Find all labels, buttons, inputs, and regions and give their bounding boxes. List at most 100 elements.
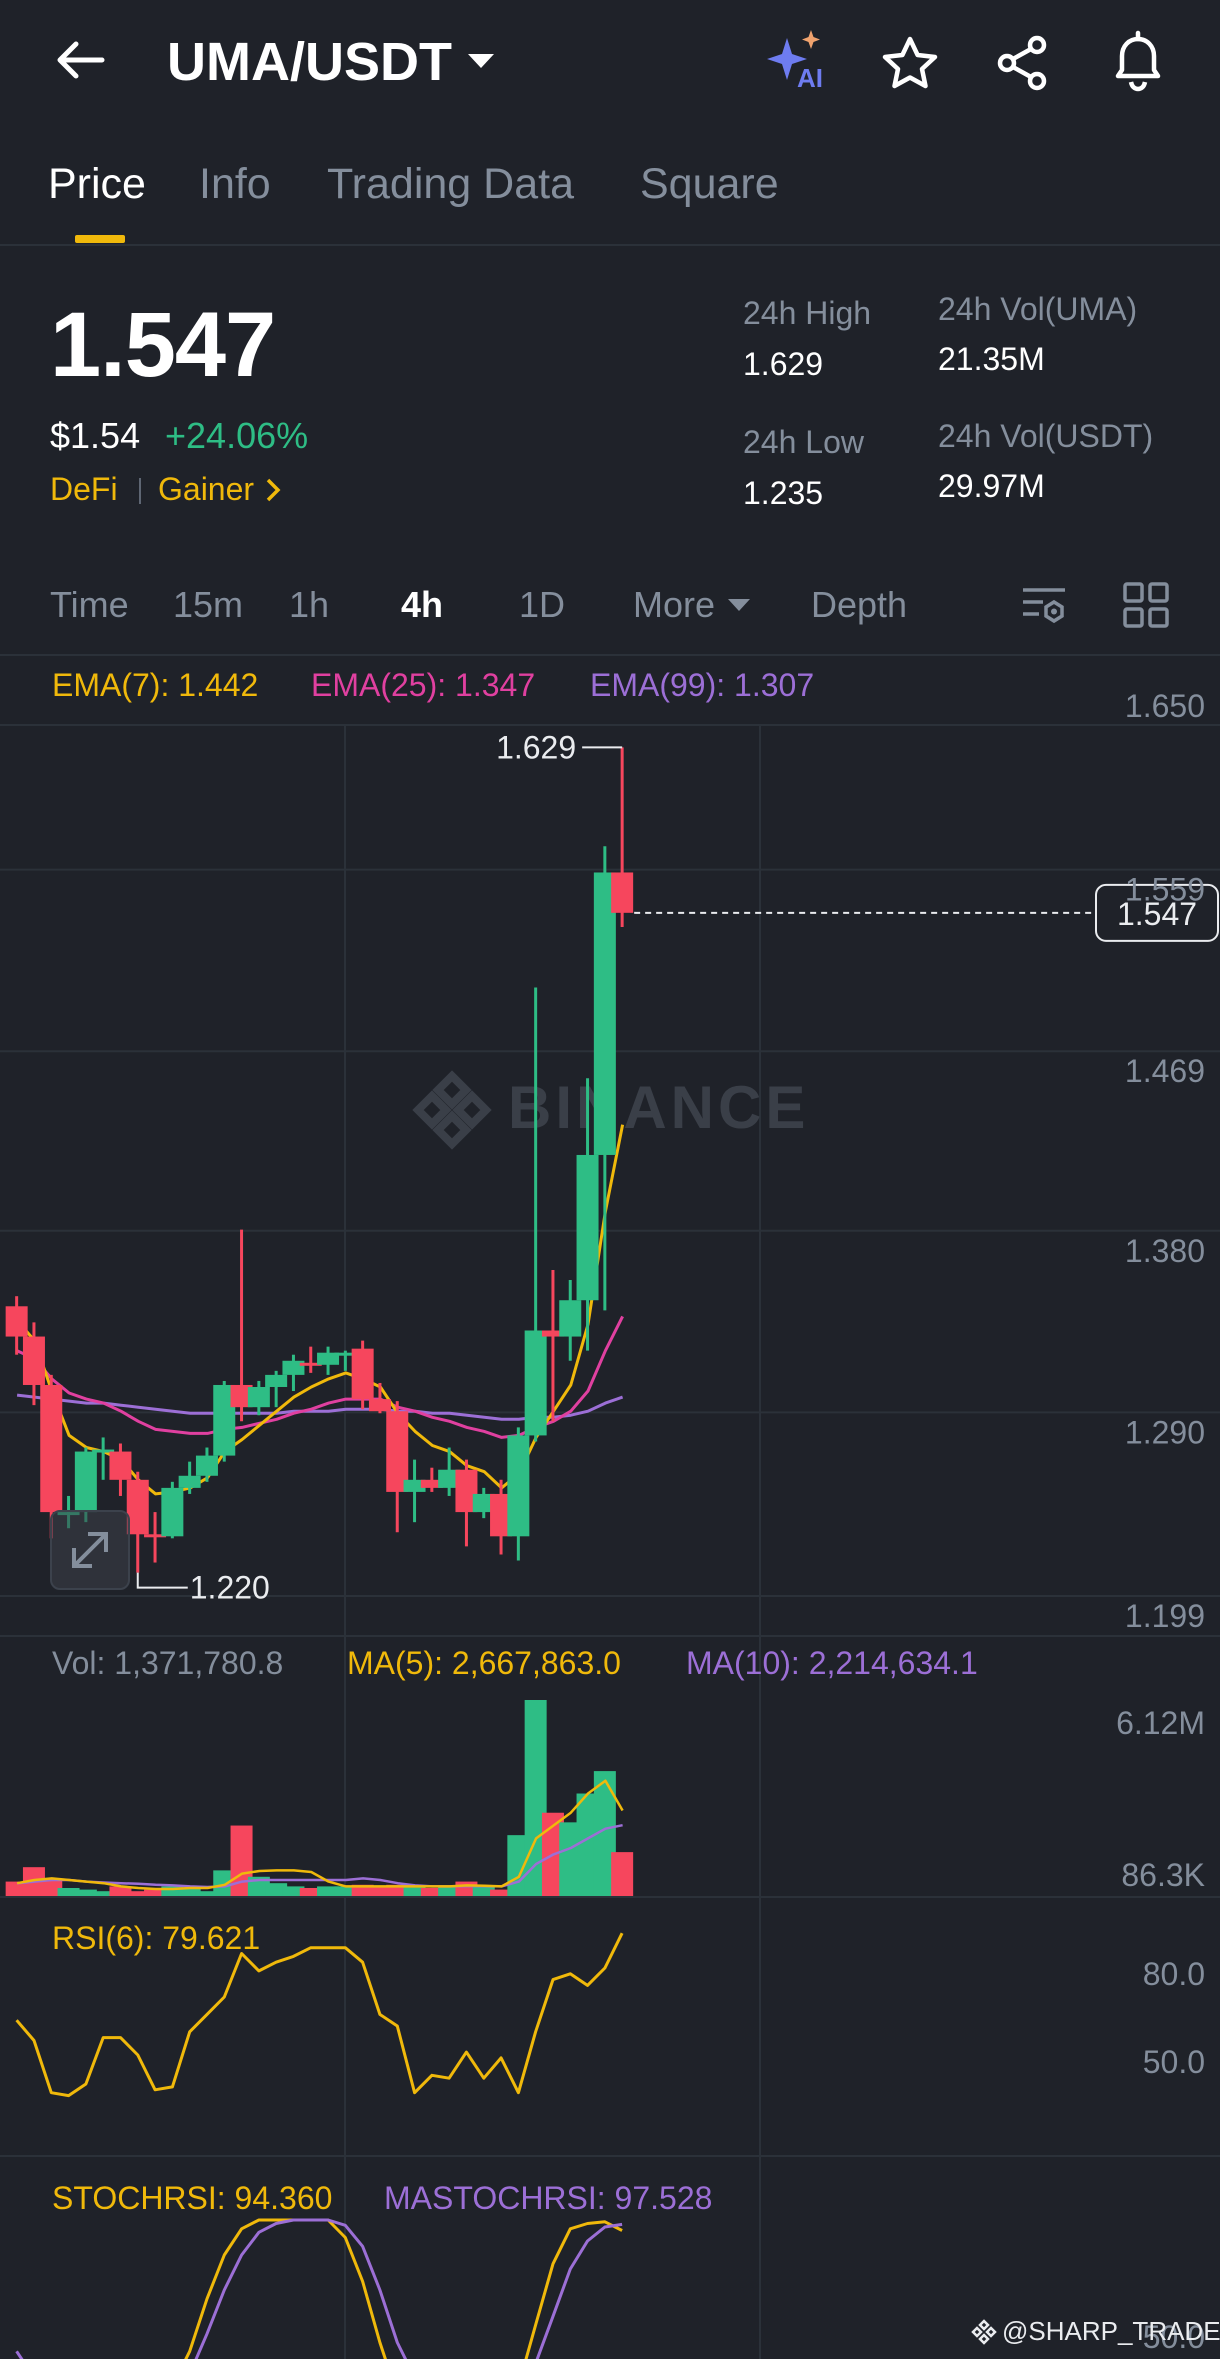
caret-down-icon <box>728 599 751 611</box>
tf-depth[interactable]: Depth <box>811 584 908 625</box>
candle-up <box>161 1487 184 1537</box>
candle-up <box>282 1360 305 1375</box>
volume-bar <box>282 1886 305 1896</box>
last-price: 1.547 <box>50 294 276 396</box>
back-button[interactable] <box>50 35 110 85</box>
rsi-legend: RSI(6): 79.621 <box>52 1920 261 1956</box>
candle-up <box>195 1455 218 1476</box>
usd-price: $1.54 <box>50 415 141 456</box>
volume-bar <box>334 1886 357 1896</box>
candle-down <box>351 1348 374 1400</box>
indicator-settings-button[interactable] <box>1019 580 1069 630</box>
candle-up <box>472 1493 495 1513</box>
candle-down <box>144 1534 167 1538</box>
volume-bar <box>611 1852 634 1896</box>
ai-button[interactable]: AI <box>765 28 833 94</box>
favorite-button[interactable] <box>880 35 940 91</box>
stat-24h-vol-uma-label: 24h Vol(UMA) <box>938 291 1138 327</box>
tag-gainer[interactable]: Gainer <box>158 471 284 508</box>
volume-legend: Vol: 1,371,780.8 <box>52 1645 284 1681</box>
volume-bar <box>161 1886 184 1896</box>
layout-grid-button[interactable] <box>1121 580 1171 630</box>
volume-bar <box>472 1886 495 1896</box>
volume-bar <box>438 1886 461 1896</box>
share-icon <box>997 35 1047 91</box>
ema7-line <box>15 1124 625 1496</box>
tf-more[interactable]: More <box>633 584 753 626</box>
timeframe-divider <box>0 654 1220 656</box>
candle-down <box>611 872 634 913</box>
volume-bar <box>5 1881 28 1896</box>
price-change-pct: +24.06% <box>165 415 309 456</box>
candle-down <box>126 1479 149 1535</box>
tf-1h[interactable]: 1h <box>289 584 330 625</box>
ema-lines <box>15 1124 625 1496</box>
indicator-settings-icon <box>1023 588 1065 624</box>
candle-up <box>265 1374 288 1387</box>
volume-bar <box>178 1887 201 1896</box>
tag-defi[interactable]: DeFi <box>50 471 118 507</box>
rsi-axis-tick: 80.0 <box>1143 1956 1205 1992</box>
tabs-divider <box>0 244 1220 246</box>
stat-24h-high-value: 1.629 <box>743 346 824 382</box>
current-price-tag <box>1095 883 1219 942</box>
tf-1d[interactable]: 1D <box>519 584 566 625</box>
stochrsi-chart <box>15 2218 623 2359</box>
volume-bar <box>213 1870 236 1896</box>
candle-up <box>576 1154 599 1301</box>
star-icon <box>882 36 938 89</box>
ema7-legend: EMA(7): 1.442 <box>52 667 259 703</box>
ema25-legend: EMA(25): 1.347 <box>311 667 536 703</box>
candle-up <box>178 1475 201 1488</box>
candle-up <box>92 1449 115 1453</box>
back-arrow-icon <box>57 41 105 79</box>
pair-title: UMA/USDT <box>167 32 452 92</box>
tab-info[interactable]: Info <box>199 160 271 208</box>
volume-bar <box>559 1822 582 1896</box>
bell-icon <box>1115 30 1161 92</box>
tab-square[interactable]: Square <box>640 160 779 208</box>
binance-small-icon <box>971 2318 997 2345</box>
y-axis-labels: 1.650 1.559 1.469 1.380 1.290 1.199 6.12M 86.3K… <box>1116 688 1205 2355</box>
tag-gainer-label: Gainer <box>158 471 255 507</box>
candle-up <box>247 1386 270 1408</box>
candle-up <box>74 1451 97 1513</box>
stat-24h-vol-usdt-label: 24h Vol(USDT) <box>938 418 1154 454</box>
stat-24h-vol-usdt-value: 29.97M <box>938 468 1045 504</box>
expand-icon <box>72 1532 108 1568</box>
volume-bar <box>126 1891 149 1896</box>
candle-up <box>213 1384 236 1456</box>
ma10-legend: MA(10): 2,214,634.1 <box>686 1645 978 1681</box>
stat-24h-high-label: 24h High <box>743 295 872 331</box>
tf-4h[interactable]: 4h <box>401 584 444 625</box>
stochrsi-legend: STOCHRSI: 94.360 <box>52 2180 333 2216</box>
candle-down <box>109 1451 132 1480</box>
max-price-label: 1.629 <box>496 729 576 765</box>
chart-grid <box>0 724 1220 2359</box>
price-axis-tick: 1.380 <box>1125 1233 1205 1269</box>
pair-selector[interactable]: UMA/USDT <box>167 30 498 94</box>
share-button[interactable] <box>993 35 1053 91</box>
fullscreen-button[interactable] <box>50 1510 130 1590</box>
tab-price[interactable]: Price <box>48 160 146 208</box>
rsi-axis-tick: 50.0 <box>1143 2044 1205 2080</box>
candle-up <box>317 1352 340 1365</box>
volume-bar <box>420 1887 443 1896</box>
alert-button[interactable] <box>1108 30 1168 94</box>
tf-time[interactable]: Time <box>50 584 129 625</box>
tf-15m[interactable]: 15m <box>173 584 244 625</box>
candle-down <box>541 1330 564 1337</box>
volume-bar <box>524 1700 547 1896</box>
candle-up <box>524 1330 547 1436</box>
volume-bar <box>57 1887 80 1896</box>
tab-trading-data[interactable]: Trading Data <box>327 160 574 208</box>
stat-24h-vol-uma-value: 21.35M <box>938 341 1045 377</box>
stochrsi-line <box>184 2218 623 2359</box>
volume-bar <box>403 1886 426 1896</box>
volume-bar <box>92 1891 115 1896</box>
rsi-line <box>15 1932 624 2098</box>
credit-text: @SHARP_TRADER <box>1002 2316 1220 2346</box>
current-price-label: 1.547 <box>1117 896 1197 932</box>
candle-down <box>40 1384 63 1513</box>
